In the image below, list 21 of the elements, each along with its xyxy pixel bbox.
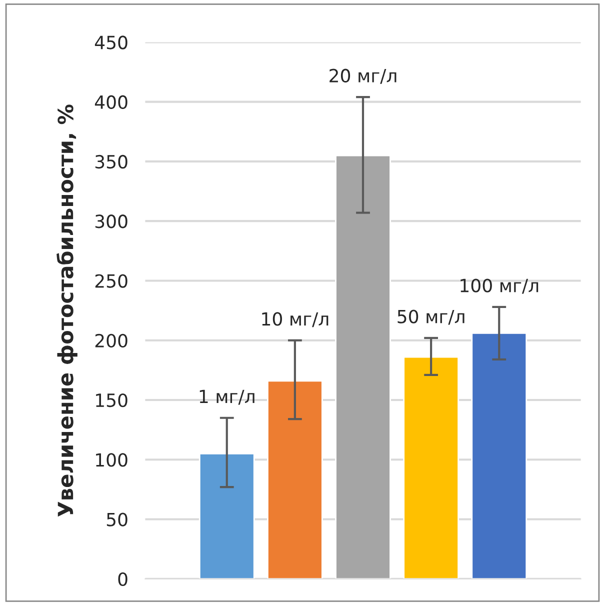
y-tick-label: 100: [96, 453, 128, 467]
y-tick-label: 0: [118, 572, 128, 586]
bar: [198, 452, 255, 579]
x-tick-label: 10 мг/л: [262, 312, 328, 328]
bar: [335, 154, 391, 579]
y-tick-label: 200: [95, 334, 128, 348]
x-tick-label: 20 мг/л: [330, 68, 396, 84]
x-tick-label: 1 мг/л: [200, 390, 254, 405]
y-tick-label: 150: [96, 393, 128, 408]
y-axis-title: Увеличение фотостабильности, %: [56, 104, 78, 517]
y-tick-label: 450: [94, 36, 128, 50]
bar: [471, 332, 528, 579]
y-tick-label: 400: [94, 95, 128, 109]
x-tick-label: 50 мг/л: [398, 310, 464, 325]
bar: [403, 356, 459, 579]
y-tick-label: 250: [95, 274, 128, 288]
bar: [267, 380, 323, 579]
y-tick-label: 350: [95, 154, 128, 169]
y-tick-label: 50: [106, 512, 128, 526]
y-tick-label: 300: [95, 214, 128, 228]
x-tick-label: 100 мг/л: [460, 278, 538, 294]
